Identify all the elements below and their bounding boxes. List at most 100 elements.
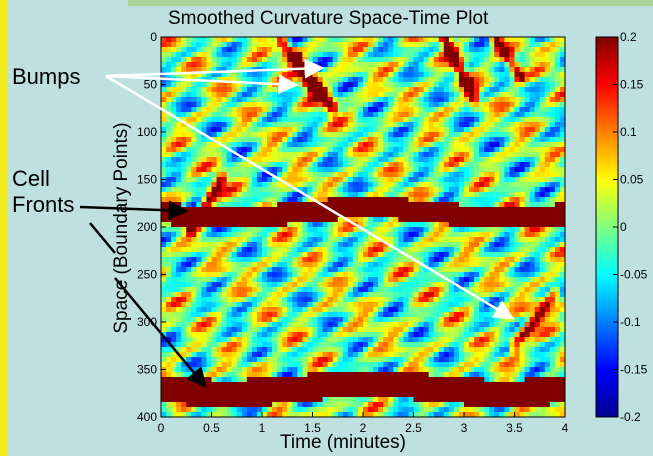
heatmap-cell bbox=[363, 252, 369, 258]
heatmap-cell bbox=[428, 322, 435, 328]
heatmap-cell bbox=[186, 357, 192, 363]
heatmap-cell bbox=[262, 402, 268, 408]
heatmap-cell bbox=[236, 292, 243, 298]
heatmap-cell bbox=[448, 327, 455, 333]
heatmap-cell bbox=[171, 42, 177, 48]
heatmap-cell bbox=[171, 82, 177, 88]
heatmap-cell bbox=[302, 292, 309, 298]
heatmap-cell bbox=[373, 292, 379, 298]
heatmap-cell bbox=[166, 217, 172, 223]
heatmap-cell bbox=[201, 292, 208, 298]
heatmap-cell bbox=[201, 222, 208, 228]
heatmap-cell bbox=[231, 192, 238, 198]
heatmap-cell bbox=[262, 207, 268, 213]
heatmap-cell bbox=[453, 367, 460, 373]
heatmap-cell bbox=[231, 272, 238, 278]
heatmap-cell bbox=[216, 307, 223, 313]
heatmap-cell bbox=[226, 317, 233, 323]
heatmap-cell bbox=[458, 102, 465, 108]
heatmap-cell bbox=[322, 157, 329, 163]
heatmap-cell bbox=[479, 202, 485, 208]
heatmap-cell bbox=[226, 152, 233, 158]
heatmap-cell bbox=[342, 367, 349, 373]
heatmap-cell bbox=[181, 102, 187, 108]
heatmap-cell bbox=[287, 402, 293, 408]
heatmap-cell bbox=[383, 307, 389, 313]
heatmap-cell bbox=[322, 222, 329, 228]
heatmap-cell bbox=[327, 382, 334, 388]
heatmap-cell bbox=[256, 132, 263, 138]
heatmap-cell bbox=[453, 192, 460, 198]
heatmap-cell bbox=[166, 322, 172, 328]
heatmap-cell bbox=[262, 287, 268, 293]
heatmap-cell bbox=[256, 72, 263, 78]
heatmap-cell bbox=[423, 147, 430, 153]
heatmap-cell bbox=[418, 97, 425, 103]
heatmap-cell bbox=[267, 342, 273, 348]
heatmap-cell bbox=[327, 352, 334, 358]
heatmap-cell bbox=[241, 232, 248, 238]
heatmap-cell bbox=[413, 327, 420, 333]
heatmap-cell bbox=[327, 202, 334, 208]
heatmap-cell bbox=[171, 277, 177, 283]
heatmap-cell bbox=[211, 157, 218, 163]
heatmap-cell bbox=[489, 212, 495, 218]
heatmap-cell bbox=[408, 167, 415, 173]
heatmap-cell bbox=[211, 77, 218, 83]
heatmap-cell bbox=[277, 262, 283, 268]
heatmap-cell bbox=[403, 357, 410, 363]
heatmap-cell bbox=[383, 122, 389, 128]
heatmap-cell bbox=[166, 312, 172, 318]
heatmap-cell bbox=[458, 47, 465, 53]
heatmap-cell bbox=[221, 157, 228, 163]
heatmap-cell bbox=[423, 217, 430, 223]
heatmap-cell bbox=[479, 412, 485, 417]
heatmap-cell bbox=[428, 347, 435, 353]
heatmap-cell bbox=[363, 157, 369, 163]
heatmap-cell bbox=[363, 317, 369, 323]
heatmap-cell bbox=[251, 312, 258, 318]
heatmap-cell bbox=[428, 197, 435, 203]
heatmap-cell bbox=[292, 202, 298, 208]
heatmap-cell bbox=[327, 332, 334, 338]
heatmap-cell bbox=[211, 312, 218, 318]
heatmap-cell bbox=[246, 352, 253, 358]
heatmap-cell bbox=[166, 297, 172, 303]
heatmap-cell bbox=[181, 177, 187, 183]
heatmap-cell bbox=[282, 147, 288, 153]
heatmap-cell bbox=[383, 102, 389, 108]
heatmap-cell bbox=[277, 297, 283, 303]
heatmap-cell bbox=[297, 42, 303, 48]
heatmap-cell bbox=[302, 357, 309, 363]
heatmap-cell bbox=[236, 97, 243, 103]
heatmap-cell bbox=[307, 172, 314, 178]
heatmap-cell bbox=[236, 217, 243, 223]
heatmap-cell bbox=[342, 132, 349, 138]
heatmap-cell bbox=[267, 232, 273, 238]
heatmap-cell bbox=[332, 297, 339, 303]
heatmap-cell bbox=[327, 387, 334, 393]
heatmap-cell bbox=[246, 372, 253, 378]
heatmap-cell bbox=[428, 247, 435, 253]
heatmap-cell bbox=[469, 362, 475, 368]
heatmap-cell bbox=[171, 67, 177, 73]
heatmap-cell bbox=[458, 402, 465, 408]
heatmap-cell bbox=[166, 117, 172, 123]
heatmap-cell bbox=[373, 162, 379, 168]
heatmap-cell bbox=[469, 137, 475, 143]
heatmap-cell bbox=[267, 72, 273, 78]
heatmap-cell bbox=[327, 337, 334, 343]
heatmap-cell bbox=[332, 122, 339, 128]
heatmap-cell bbox=[393, 87, 399, 93]
heatmap-cell bbox=[418, 112, 425, 118]
heatmap-cell bbox=[277, 217, 283, 223]
heatmap-cell bbox=[448, 392, 455, 398]
heatmap-cell bbox=[332, 342, 339, 348]
heatmap-cell bbox=[216, 122, 223, 128]
heatmap-cell bbox=[484, 327, 490, 333]
heatmap-cell bbox=[352, 322, 359, 328]
heatmap-cell bbox=[383, 62, 389, 68]
heatmap-cell bbox=[256, 162, 263, 168]
heatmap-cell bbox=[211, 222, 218, 228]
heatmap-cell bbox=[357, 82, 364, 88]
